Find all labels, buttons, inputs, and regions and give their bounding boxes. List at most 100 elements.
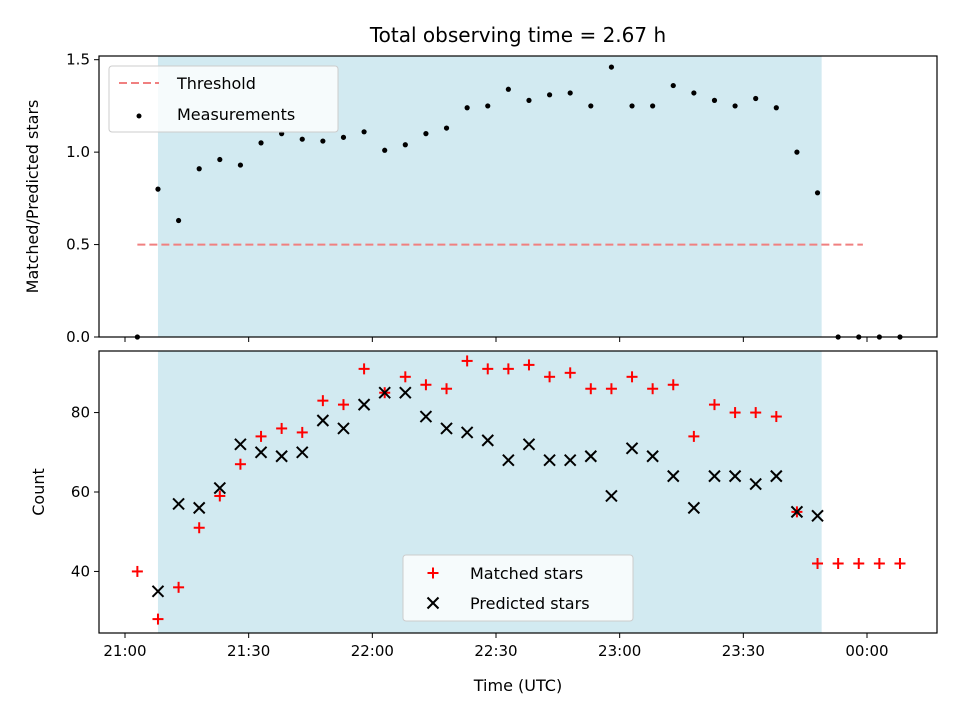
measurement-point (629, 103, 635, 109)
cross-b (790, 505, 804, 519)
cross-b (426, 596, 440, 610)
matched-star-point (173, 581, 185, 593)
measurement-point (155, 186, 161, 192)
predicted-star-point (687, 501, 701, 515)
matched-star-point (399, 371, 411, 383)
count-legend-box (402, 554, 634, 622)
matched-legend-marker (427, 567, 439, 579)
ratio-legend: Threshold Measurements (108, 65, 339, 133)
cross-b (234, 438, 247, 451)
cross-b (151, 585, 165, 598)
measurement-point (567, 90, 573, 96)
matched-star-point (770, 411, 782, 423)
measurement-point (650, 103, 656, 109)
predicted-star-point (811, 509, 824, 523)
threshold-legend-label: Threshold (176, 74, 256, 93)
matched-star-point (894, 557, 906, 569)
measurement-point (485, 103, 491, 109)
measurement-point (320, 138, 326, 144)
count-y-ticks: 40 60 80 (71, 404, 99, 580)
ratio-y-ticks: 0.0 0.5 1.0 1.5 (66, 51, 99, 346)
matched-star-point (131, 565, 143, 577)
matched-star-point (729, 407, 741, 419)
measurement-point (402, 142, 408, 148)
predicted-star-point (172, 497, 185, 511)
cross-b (687, 501, 701, 515)
ratio-marks (134, 64, 903, 340)
measurement-point (732, 103, 738, 109)
predicted-star-point (296, 446, 309, 459)
matched-star-point (626, 371, 638, 383)
cross-b (502, 454, 515, 467)
ratio-legend-box (108, 65, 339, 133)
cross-b (378, 386, 391, 399)
measurement-point (258, 140, 264, 146)
predicted-star-point (399, 386, 412, 399)
matched-star-point (873, 557, 885, 569)
predicted-star-point (254, 446, 268, 459)
predicted-star-point (275, 450, 288, 463)
cross-b (811, 509, 824, 523)
cross-b (460, 426, 474, 439)
predicted-star-point (543, 454, 556, 467)
x-tick-label: 22:30 (474, 642, 517, 660)
matched-star-point (193, 522, 205, 534)
matched-star-point (420, 379, 432, 391)
predicted-star-point (316, 414, 330, 427)
predicted-star-point (708, 469, 721, 483)
matched-star-point (750, 407, 762, 419)
measurement-point (588, 103, 594, 109)
measurement-point (691, 90, 697, 96)
ratio-y-axis-label: Matched/Predicted stars (23, 100, 42, 294)
matched-star-point (317, 395, 329, 407)
x-tick-label: 22:00 (351, 642, 394, 660)
measurement-point (814, 190, 821, 196)
cross-b (316, 414, 330, 427)
predicted-star-point (728, 469, 742, 483)
cross-b (172, 497, 185, 511)
matched-star-point (358, 363, 370, 375)
predicted-star-point (522, 438, 536, 451)
matched-star-point (441, 383, 453, 395)
matched-star-point (688, 430, 700, 442)
predicted-star-point (502, 454, 515, 467)
predicted-star-point (357, 398, 371, 411)
predicted-star-point (213, 481, 227, 495)
x-tick-label: 23:30 (722, 642, 765, 660)
predicted-star-point (378, 386, 391, 399)
cross-b (749, 477, 762, 491)
y-tick-label: 0.5 (66, 236, 90, 254)
matched-legend-swatch (427, 567, 439, 579)
ratio-x-ticks (124, 337, 868, 342)
matched-star-point (585, 383, 597, 395)
cross-b (625, 442, 639, 455)
measurement-point (217, 156, 223, 163)
cross-b (481, 434, 494, 447)
cross-b (543, 454, 556, 467)
x-tick-label: 23:00 (598, 642, 641, 660)
predicted-star-point (419, 410, 433, 423)
predicted-star-point (584, 450, 598, 463)
y-tick-label: 1.5 (66, 51, 90, 69)
cross-b (584, 450, 598, 463)
y-tick-label: 0.0 (66, 328, 90, 346)
measurement-point (794, 149, 800, 155)
matched-star-point (255, 430, 267, 442)
y-tick-label: 80 (71, 404, 90, 422)
measurement-point (711, 97, 718, 103)
ratio-panel: 0.0 0.5 1.0 1.5 Matched/Predicted stars Thr… (23, 51, 938, 346)
measurement-point (443, 125, 450, 131)
cross-b (646, 450, 659, 463)
measurement-point (175, 217, 182, 224)
predicted-legend-swatch (426, 596, 440, 610)
matched-star-point (482, 363, 494, 375)
measurement-point (299, 136, 305, 142)
x-tick-label: 21:00 (103, 642, 146, 660)
cross-b (440, 422, 453, 435)
x-axis-label: Time (UTC) (473, 676, 562, 695)
measurements-legend-swatch (136, 113, 142, 119)
cross-b (522, 438, 536, 451)
cross-b (254, 446, 268, 459)
count-legend: Matched stars Predicted stars (402, 554, 634, 622)
